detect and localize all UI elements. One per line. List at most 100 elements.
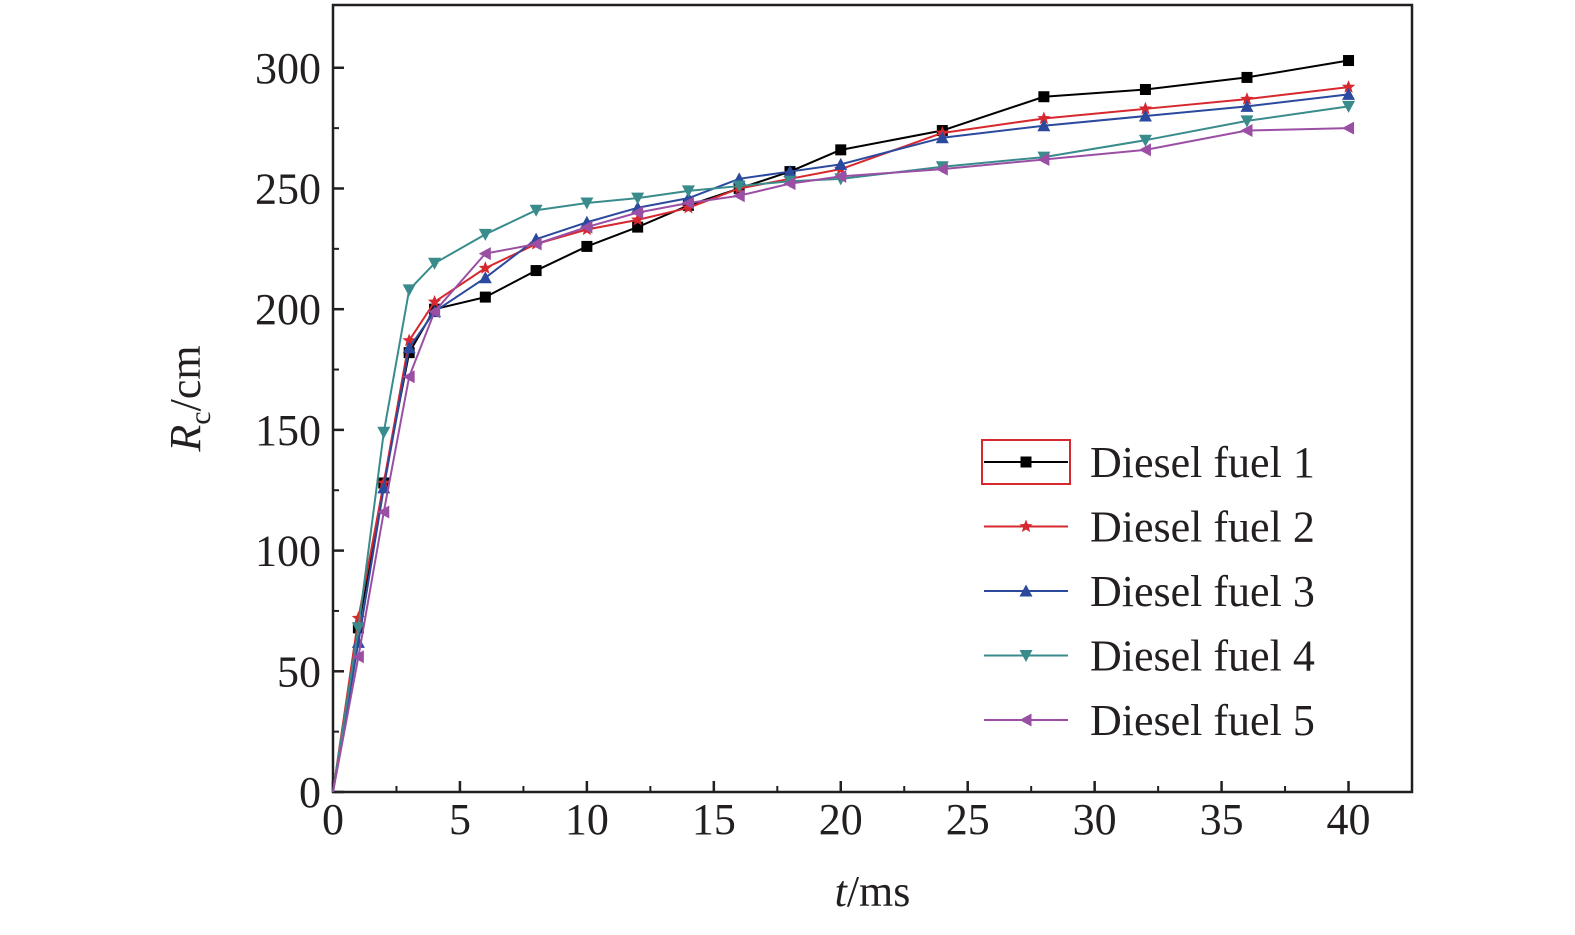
legend-item: Diesel fuel 2 bbox=[984, 503, 1315, 552]
x-tick-label: 15 bbox=[692, 795, 736, 844]
data-point bbox=[402, 333, 416, 347]
data-point bbox=[1342, 121, 1355, 135]
data-point bbox=[530, 265, 542, 277]
data-point bbox=[935, 131, 949, 144]
data-point bbox=[428, 257, 442, 270]
data-point bbox=[351, 650, 364, 664]
series-line bbox=[332, 105, 1349, 793]
data-point bbox=[402, 370, 415, 384]
data-point bbox=[631, 206, 644, 220]
data-point bbox=[1037, 111, 1051, 125]
x-tick-label: 25 bbox=[946, 795, 990, 844]
data-point bbox=[1138, 101, 1153, 115]
legend-item: Diesel fuel 1 bbox=[984, 438, 1315, 487]
data-point bbox=[732, 189, 745, 203]
data-point bbox=[428, 305, 441, 319]
data-point bbox=[631, 212, 645, 226]
x-tick-label: 0 bbox=[322, 795, 344, 844]
data-point bbox=[351, 611, 366, 624]
y-tick-label: 250 bbox=[255, 164, 321, 213]
axis-ticks: 0 5 10 15 20 25 30 35 40 0 50 100 150 200 250 300 bbox=[255, 44, 1371, 844]
data-point bbox=[1343, 55, 1355, 67]
data-point bbox=[1037, 119, 1051, 132]
data-point bbox=[1138, 109, 1152, 122]
axis-labels: t/ms Rc/cm bbox=[161, 345, 910, 916]
data-point bbox=[935, 162, 948, 176]
legend-swatch-marker bbox=[1019, 519, 1033, 533]
y-axis-label: Rc/cm bbox=[161, 345, 217, 452]
legend-swatch-marker bbox=[1019, 650, 1033, 662]
y-axis-label-unit: /cm bbox=[161, 345, 210, 411]
data-point bbox=[1038, 91, 1050, 103]
x-axis-label-unit: /ms bbox=[847, 867, 911, 916]
data-point bbox=[478, 247, 491, 261]
x-tick-label: 35 bbox=[1200, 795, 1244, 844]
y-tick-label: 100 bbox=[255, 527, 321, 576]
y-axis-label-sub: c bbox=[184, 411, 217, 424]
data-point bbox=[580, 220, 593, 234]
data-point bbox=[1240, 115, 1254, 128]
data-point bbox=[1037, 153, 1050, 167]
plot-frame bbox=[331, 3, 1414, 794]
legend-label: Diesel fuel 2 bbox=[1090, 503, 1315, 552]
x-axis-label: t/ms bbox=[835, 867, 911, 916]
legend-item: Diesel fuel 5 bbox=[984, 696, 1315, 745]
plot-area-frame bbox=[331, 3, 1414, 794]
legend-label: Diesel fuel 5 bbox=[1090, 696, 1315, 745]
data-point bbox=[1240, 124, 1253, 138]
data-point bbox=[1138, 143, 1151, 157]
data-point bbox=[529, 237, 542, 251]
y-tick-label: 50 bbox=[277, 647, 321, 696]
data-point bbox=[581, 240, 593, 252]
data-point bbox=[1138, 134, 1152, 147]
y-tick-label: 150 bbox=[255, 406, 321, 455]
series-2 bbox=[332, 80, 1356, 793]
data-point bbox=[580, 197, 594, 210]
x-tick-label: 10 bbox=[565, 795, 609, 844]
series-line bbox=[332, 93, 1349, 793]
data-point bbox=[1240, 99, 1254, 112]
data-point bbox=[351, 635, 365, 648]
data-point bbox=[1240, 92, 1254, 105]
data-point bbox=[402, 284, 416, 297]
data-point bbox=[1341, 80, 1356, 93]
y-tick-label: 200 bbox=[255, 285, 321, 334]
data-point bbox=[632, 221, 644, 233]
data-point bbox=[1342, 100, 1356, 113]
data-point bbox=[835, 144, 847, 156]
data-point bbox=[1241, 71, 1253, 83]
data-point bbox=[351, 622, 365, 635]
data-point bbox=[427, 294, 442, 308]
data-point bbox=[732, 180, 746, 193]
data-point bbox=[681, 200, 696, 214]
data-point bbox=[479, 291, 491, 303]
series-3 bbox=[332, 87, 1356, 793]
data-point bbox=[834, 157, 848, 170]
series-5 bbox=[332, 121, 1355, 793]
data-point bbox=[377, 426, 391, 439]
legend-label: Diesel fuel 4 bbox=[1090, 632, 1315, 681]
x-tick-label: 20 bbox=[819, 795, 863, 844]
data-point bbox=[529, 204, 543, 217]
legend-label: Diesel fuel 3 bbox=[1090, 567, 1315, 616]
y-axis-label-var: R bbox=[161, 425, 210, 453]
series-group bbox=[332, 55, 1356, 793]
legend-item: Diesel fuel 3 bbox=[984, 567, 1315, 616]
data-point bbox=[834, 169, 847, 183]
legend-selection-box bbox=[981, 439, 1071, 485]
x-axis-label-var: t bbox=[835, 867, 849, 916]
data-point bbox=[681, 185, 695, 198]
data-point bbox=[1342, 87, 1356, 100]
x-tick-label: 5 bbox=[449, 795, 471, 844]
data-point bbox=[478, 261, 492, 274]
data-point bbox=[681, 196, 694, 210]
data-point bbox=[478, 228, 492, 241]
legend-swatch-marker bbox=[1019, 584, 1033, 597]
series-line bbox=[332, 86, 1349, 793]
data-point bbox=[402, 341, 416, 354]
legend-item: Diesel fuel 4 bbox=[984, 632, 1315, 681]
legend-swatch-marker bbox=[1020, 456, 1032, 468]
series-line bbox=[332, 127, 1349, 793]
data-point bbox=[377, 505, 390, 519]
